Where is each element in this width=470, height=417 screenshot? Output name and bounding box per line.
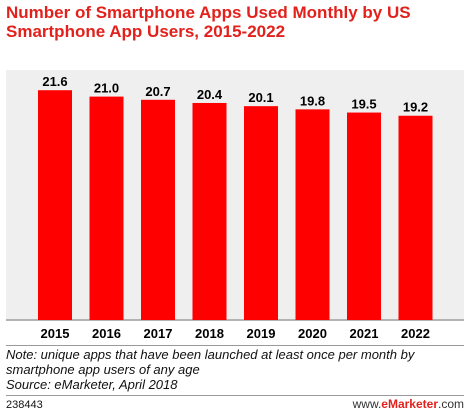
x-tick-label-2021: 2021 xyxy=(350,326,379,341)
divider xyxy=(6,345,464,346)
data-label-2020: 19.8 xyxy=(300,93,325,108)
note-line-2: smartphone app users of any age xyxy=(6,362,200,377)
x-tick-label-2017: 2017 xyxy=(144,326,173,341)
brand-link[interactable]: www.eMarketer.com xyxy=(353,397,464,411)
data-label-2018: 20.4 xyxy=(197,87,223,102)
bar-2016 xyxy=(89,96,124,321)
x-tick-label-2020: 2020 xyxy=(298,326,327,341)
chart-id: 238443 xyxy=(6,399,43,411)
data-label-2022: 19.2 xyxy=(403,100,428,115)
bar-2022 xyxy=(398,115,433,320)
bar-2015 xyxy=(38,90,72,320)
bar-2018 xyxy=(192,102,227,320)
data-label-2019: 20.1 xyxy=(248,90,273,105)
brand-name: eMarketer xyxy=(381,397,438,411)
data-label-2021: 19.5 xyxy=(351,97,376,112)
brand-prefix: www. xyxy=(352,397,382,411)
plot-area xyxy=(6,70,464,321)
source-line: Source: eMarketer, April 2018 xyxy=(6,377,178,392)
x-tick-label-2015: 2015 xyxy=(41,326,70,341)
bar-2019 xyxy=(244,106,278,320)
data-label-2017: 20.7 xyxy=(145,84,170,99)
data-label-2015: 21.6 xyxy=(42,74,67,89)
bar-2021 xyxy=(347,112,381,320)
bar-chart: 21.6 2015 21.0 2016 20.7 2017 20.4 2018 20.1 2019… xyxy=(6,74,464,341)
x-tick-label-2018: 2018 xyxy=(195,326,224,341)
chart-title: Number of Smartphone Apps Used Monthly b… xyxy=(6,3,411,41)
x-tick-label-2019: 2019 xyxy=(247,326,276,341)
x-tick-label-2016: 2016 xyxy=(92,326,121,341)
chart-notes: Note: unique apps that have been launche… xyxy=(6,347,464,392)
x-tick-label-2022: 2022 xyxy=(401,326,430,341)
data-label-2016: 21.0 xyxy=(94,81,119,96)
note-line-1: Note: unique apps that have been launche… xyxy=(6,347,415,362)
brand-suffix: .com xyxy=(437,397,464,411)
bar-2017 xyxy=(141,99,175,320)
footer-divider xyxy=(6,395,464,396)
bar-2020 xyxy=(295,109,330,321)
